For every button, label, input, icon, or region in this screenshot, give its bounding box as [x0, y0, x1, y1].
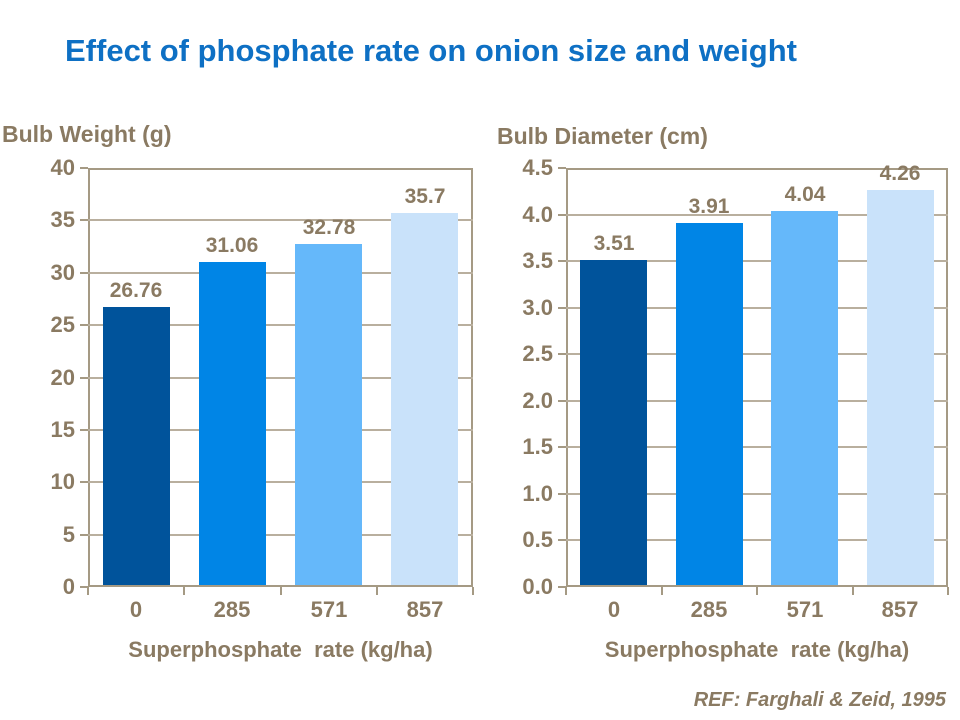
y-axis-tick-mark [80, 534, 88, 536]
x-axis-tick-mark [87, 587, 89, 595]
x-axis-tick-mark [661, 587, 663, 595]
bar-value-label: 35.7 [404, 185, 446, 208]
x-axis-tick-mark [947, 587, 949, 595]
y-axis-tick-mark [558, 400, 566, 402]
y-axis-tick-mark [558, 167, 566, 169]
plot-area [566, 168, 948, 587]
y-axis-tick-label: 15 [50, 417, 75, 442]
y-axis-tick-mark [80, 377, 88, 379]
x-axis-tick-label: 0 [129, 597, 143, 622]
y-axis-tick-mark [80, 324, 88, 326]
bar-0 [103, 307, 170, 585]
y-axis-tick-label: 0 [62, 574, 75, 599]
y-axis-tick-mark [558, 586, 566, 588]
y-axis-tick-mark [558, 493, 566, 495]
x-axis-tick-label: 0 [607, 597, 621, 622]
gridline [88, 324, 473, 326]
y-axis-tick-mark [80, 429, 88, 431]
y-axis-tick-mark [558, 353, 566, 355]
gridline [566, 446, 948, 448]
bar-285 [199, 262, 266, 585]
gridline [566, 400, 948, 402]
x-axis-tick-mark [376, 587, 378, 595]
gridline [88, 481, 473, 483]
x-axis-tick-label: 857 [406, 597, 444, 622]
y-axis-tick-label: 0.0 [522, 574, 553, 599]
x-axis-tick-mark [183, 587, 185, 595]
gridline [566, 260, 948, 262]
y-axis-tick-mark [558, 307, 566, 309]
bar-value-label: 4.26 [879, 162, 921, 185]
gridline [88, 219, 473, 221]
y-axis-tick-label: 3.0 [522, 295, 553, 320]
x-axis-tick-label: 285 [690, 597, 728, 622]
bar-value-label: 32.78 [302, 216, 356, 239]
gridline [566, 539, 948, 541]
bar-857 [391, 213, 458, 585]
y-axis-tick-label: 20 [50, 365, 75, 390]
y-axis-tick-label: 3.5 [522, 248, 553, 273]
y-axis-tick-mark [80, 586, 88, 588]
y-axis-tick-mark [558, 214, 566, 216]
y-axis-tick-mark [80, 167, 88, 169]
gridline [566, 307, 948, 309]
x-axis-tick-mark [472, 587, 474, 595]
y-axis-tick-label: 4.0 [522, 202, 553, 227]
bar-value-label: 26.76 [109, 279, 163, 302]
bar-571 [295, 244, 362, 585]
y-axis-tick-label: 1.5 [522, 434, 553, 459]
y-axis-tick-mark [80, 219, 88, 221]
y-axis-tick-label: 4.5 [522, 155, 553, 180]
y-axis-tick-mark [80, 481, 88, 483]
chart-title: Bulb Weight (g) [2, 121, 172, 147]
bar-571 [771, 211, 838, 585]
bar-value-label: 3.91 [688, 195, 730, 218]
gridline [88, 377, 473, 379]
gridline [88, 272, 473, 274]
x-axis-title: Superphosphate rate (kg/ha) [128, 637, 433, 662]
y-axis-tick-label: 2.5 [522, 341, 553, 366]
page-title: Effect of phosphate rate on onion size a… [65, 33, 797, 68]
x-axis-title: Superphosphate rate (kg/ha) [604, 637, 910, 662]
bar-value-label: 3.51 [593, 232, 635, 255]
y-axis-tick-mark [558, 260, 566, 262]
gridline [88, 429, 473, 431]
x-axis-tick-mark [565, 587, 567, 595]
bar-value-label: 31.06 [205, 234, 259, 257]
y-axis-tick-label: 35 [50, 207, 75, 232]
x-axis-tick-label: 571 [786, 597, 824, 622]
x-axis-tick-mark [280, 587, 282, 595]
y-axis-tick-label: 25 [50, 312, 75, 337]
gridline [566, 493, 948, 495]
y-axis-tick-label: 1.0 [522, 481, 553, 506]
bar-0 [580, 260, 647, 585]
x-axis-tick-label: 285 [213, 597, 251, 622]
y-axis-tick-mark [80, 272, 88, 274]
y-axis-tick-label: 40 [50, 155, 75, 180]
x-axis-tick-mark [756, 587, 758, 595]
chart-title: Bulb Diameter (cm) [497, 123, 708, 149]
plot-area [88, 168, 473, 587]
y-axis-tick-label: 0.5 [522, 527, 553, 552]
y-axis-tick-mark [558, 539, 566, 541]
gridline [566, 353, 948, 355]
bar-value-label: 4.04 [784, 183, 826, 206]
y-axis-tick-mark [558, 446, 566, 448]
y-axis-tick-label: 5 [62, 522, 75, 547]
y-axis-tick-label: 30 [50, 260, 75, 285]
x-axis-tick-label: 571 [310, 597, 348, 622]
gridline [88, 534, 473, 536]
x-axis-tick-label: 857 [881, 597, 919, 622]
bar-285 [676, 223, 743, 585]
bar-857 [867, 190, 934, 585]
y-axis-tick-label: 2.0 [522, 388, 553, 413]
reference-note: REF: Farghali & Zeid, 1995 [693, 689, 946, 711]
gridline [566, 214, 948, 216]
x-axis-tick-mark [852, 587, 854, 595]
y-axis-tick-label: 10 [50, 469, 75, 494]
